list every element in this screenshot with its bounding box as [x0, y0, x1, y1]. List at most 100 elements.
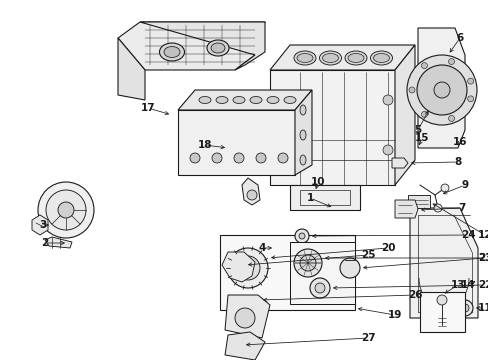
- Ellipse shape: [347, 54, 363, 63]
- Circle shape: [243, 263, 252, 273]
- Polygon shape: [222, 252, 254, 282]
- Bar: [220, 235, 354, 310]
- Text: 4: 4: [258, 243, 265, 253]
- Circle shape: [433, 82, 449, 98]
- Ellipse shape: [232, 96, 244, 104]
- Polygon shape: [178, 110, 294, 175]
- Polygon shape: [289, 185, 359, 210]
- Circle shape: [227, 248, 267, 288]
- Circle shape: [256, 153, 265, 163]
- Circle shape: [293, 249, 321, 277]
- Ellipse shape: [322, 54, 338, 63]
- Circle shape: [46, 190, 86, 230]
- Circle shape: [263, 236, 286, 260]
- Text: 21: 21: [477, 253, 488, 263]
- Circle shape: [447, 116, 454, 121]
- Polygon shape: [45, 237, 72, 248]
- Bar: [289, 242, 354, 304]
- Circle shape: [467, 78, 473, 84]
- Ellipse shape: [345, 51, 366, 65]
- Text: 2: 2: [41, 238, 48, 248]
- Polygon shape: [118, 38, 145, 100]
- Text: 8: 8: [453, 157, 461, 167]
- Ellipse shape: [206, 40, 228, 56]
- Polygon shape: [32, 215, 48, 235]
- Circle shape: [309, 278, 329, 298]
- Circle shape: [299, 255, 315, 271]
- Ellipse shape: [249, 96, 262, 104]
- Circle shape: [58, 202, 74, 218]
- Polygon shape: [178, 90, 311, 110]
- Circle shape: [234, 153, 244, 163]
- Circle shape: [267, 241, 282, 255]
- Circle shape: [298, 233, 305, 239]
- Text: 6: 6: [455, 33, 463, 43]
- Ellipse shape: [159, 43, 184, 61]
- Polygon shape: [409, 208, 477, 318]
- Ellipse shape: [266, 96, 279, 104]
- Circle shape: [235, 308, 254, 328]
- Polygon shape: [269, 45, 414, 70]
- Ellipse shape: [210, 43, 224, 53]
- Text: 7: 7: [457, 203, 465, 213]
- Circle shape: [246, 190, 257, 200]
- Polygon shape: [242, 178, 260, 205]
- Circle shape: [433, 204, 441, 212]
- Text: 13: 13: [450, 280, 464, 290]
- Text: 27: 27: [360, 333, 375, 343]
- Circle shape: [416, 65, 466, 115]
- Polygon shape: [391, 158, 407, 168]
- Text: 20: 20: [380, 243, 394, 253]
- Circle shape: [190, 153, 200, 163]
- Circle shape: [456, 300, 472, 316]
- Circle shape: [382, 95, 392, 105]
- Text: 26: 26: [407, 290, 421, 300]
- Circle shape: [274, 145, 285, 155]
- Circle shape: [314, 283, 325, 293]
- Text: 23: 23: [477, 253, 488, 263]
- Text: 12: 12: [477, 230, 488, 240]
- Text: 1: 1: [306, 193, 313, 203]
- Polygon shape: [224, 295, 269, 338]
- Circle shape: [38, 182, 94, 238]
- Ellipse shape: [373, 54, 389, 63]
- Text: 3: 3: [40, 220, 46, 230]
- Circle shape: [447, 59, 454, 64]
- Ellipse shape: [284, 96, 295, 104]
- Ellipse shape: [299, 105, 305, 115]
- Polygon shape: [394, 45, 414, 185]
- Bar: [419, 292, 464, 332]
- Text: 18: 18: [197, 140, 212, 150]
- Circle shape: [294, 229, 308, 243]
- Circle shape: [236, 256, 260, 280]
- Text: 22: 22: [477, 280, 488, 290]
- Ellipse shape: [216, 96, 227, 104]
- Text: 17: 17: [141, 103, 155, 113]
- Text: 24: 24: [460, 230, 474, 240]
- Text: 9: 9: [461, 180, 468, 190]
- Circle shape: [406, 55, 476, 125]
- Polygon shape: [294, 90, 311, 175]
- Ellipse shape: [370, 51, 392, 65]
- Circle shape: [436, 295, 446, 305]
- Polygon shape: [407, 195, 429, 208]
- Ellipse shape: [296, 54, 312, 63]
- Polygon shape: [269, 70, 394, 185]
- Ellipse shape: [199, 96, 210, 104]
- Circle shape: [382, 145, 392, 155]
- Ellipse shape: [163, 46, 180, 58]
- Text: 11: 11: [477, 303, 488, 313]
- Circle shape: [467, 96, 473, 102]
- Text: 19: 19: [387, 310, 401, 320]
- Circle shape: [212, 153, 222, 163]
- Ellipse shape: [293, 51, 315, 65]
- Circle shape: [460, 304, 468, 312]
- Polygon shape: [118, 22, 264, 70]
- Circle shape: [408, 87, 414, 93]
- Circle shape: [421, 111, 427, 117]
- Polygon shape: [224, 332, 264, 360]
- Ellipse shape: [299, 155, 305, 165]
- Circle shape: [339, 258, 359, 278]
- Polygon shape: [140, 22, 264, 70]
- Text: 16: 16: [452, 137, 467, 147]
